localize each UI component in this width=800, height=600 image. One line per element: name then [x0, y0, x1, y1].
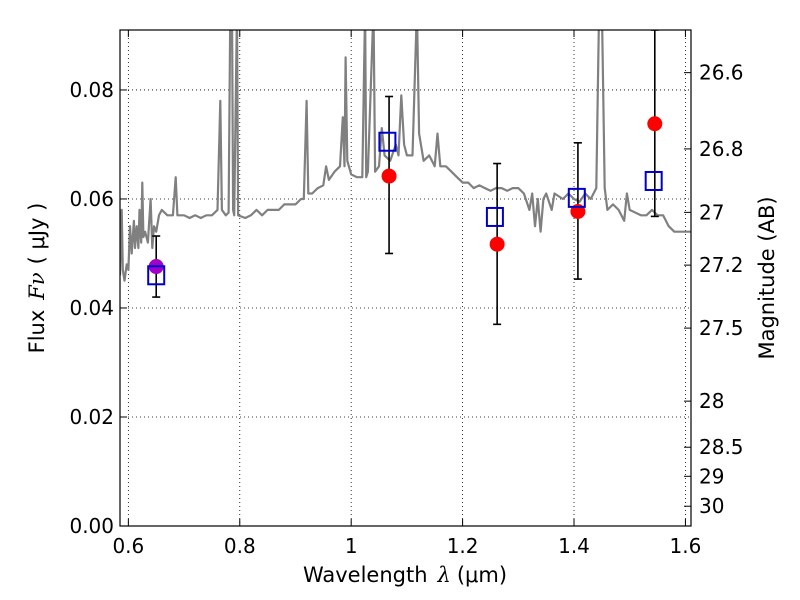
model-point: [485, 206, 504, 227]
y2-tick-label: 27: [699, 200, 724, 224]
y2-tick-label: 27.5: [699, 316, 744, 340]
photometry-point: [647, 116, 663, 132]
x-tick-label: 1.4: [558, 534, 590, 558]
x-tick-label: 1.6: [670, 534, 702, 558]
model-point: [147, 265, 166, 286]
photometry-point: [381, 168, 397, 184]
y-axis-ticks: 0.00 0.02 0.04 0.06 0.08: [69, 78, 127, 538]
y2-tick-label: 29: [699, 464, 724, 488]
y2-tick-label: 28: [699, 389, 724, 413]
y-tick-label: 0.04: [69, 296, 114, 320]
model-point: [567, 187, 586, 208]
x-tick-label: 0.8: [224, 534, 256, 558]
y2-tick-label: 26.8: [699, 137, 744, 161]
x-tick-label: 0.6: [112, 534, 144, 558]
plot-frame: [119, 29, 692, 527]
marker-group: [147, 116, 663, 286]
plot-area: [120, 30, 691, 526]
y2-tick-label: 30: [699, 494, 724, 518]
y-axis-label: FluxFν( μJy ): [25, 203, 49, 354]
y-tick-label: 0.02: [69, 405, 114, 429]
y2-axis-ticks: 26.6 26.8 27 27.2 27.5 28 28.5 29 30: [684, 61, 744, 518]
x-tick-label: 1: [345, 534, 358, 558]
y-tick-label: 0.06: [69, 187, 114, 211]
y2-tick-label: 26.6: [699, 61, 744, 85]
y2-tick-label: 28.5: [699, 435, 744, 459]
y2-tick-label: 27.2: [699, 253, 744, 277]
x-tick-label: 1.2: [447, 534, 479, 558]
x-axis-label: Wavelength λ (μm): [303, 563, 507, 587]
photometry-point: [489, 236, 505, 252]
model-point: [378, 131, 397, 152]
model-point: [644, 170, 663, 191]
x-axis-ticks: 0.6 0.8 1 1.2 1.4 1.6: [112, 30, 701, 558]
grid: [120, 30, 691, 527]
y-tick-label: 0.08: [69, 78, 114, 102]
y2-axis-label: Magnitude (AB): [755, 196, 779, 359]
y-tick-label: 0.00: [69, 514, 114, 538]
